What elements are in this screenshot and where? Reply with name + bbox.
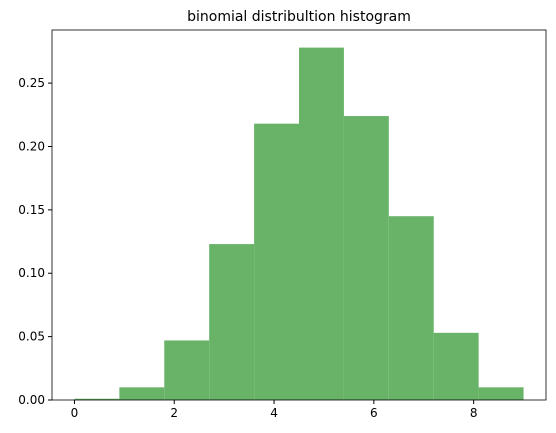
y-tick-label: 0.20 — [18, 139, 45, 153]
x-tick-label: 2 — [170, 406, 178, 420]
y-tick-label: 0.05 — [18, 330, 45, 344]
bar — [74, 398, 120, 400]
bar — [254, 123, 299, 401]
bar — [299, 47, 344, 400]
y-tick-label: 0.00 — [18, 393, 45, 407]
axes-frame — [51, 29, 547, 401]
x-tick-label: 0 — [71, 406, 79, 420]
y-tick-label: 0.10 — [18, 266, 45, 280]
bar — [164, 340, 210, 400]
bar — [209, 244, 255, 400]
bar — [343, 116, 389, 401]
chart-title: binomial distribultion histogram — [187, 9, 411, 25]
bar — [119, 387, 165, 400]
y-tick-label: 0.15 — [18, 203, 45, 217]
bar — [478, 387, 524, 400]
x-tick-label: 8 — [470, 406, 478, 420]
y-tick-label: 0.25 — [18, 76, 45, 90]
x-tick-label: 4 — [270, 406, 278, 420]
bar — [388, 216, 434, 400]
bar — [433, 332, 479, 400]
x-tick-label: 6 — [370, 406, 378, 420]
